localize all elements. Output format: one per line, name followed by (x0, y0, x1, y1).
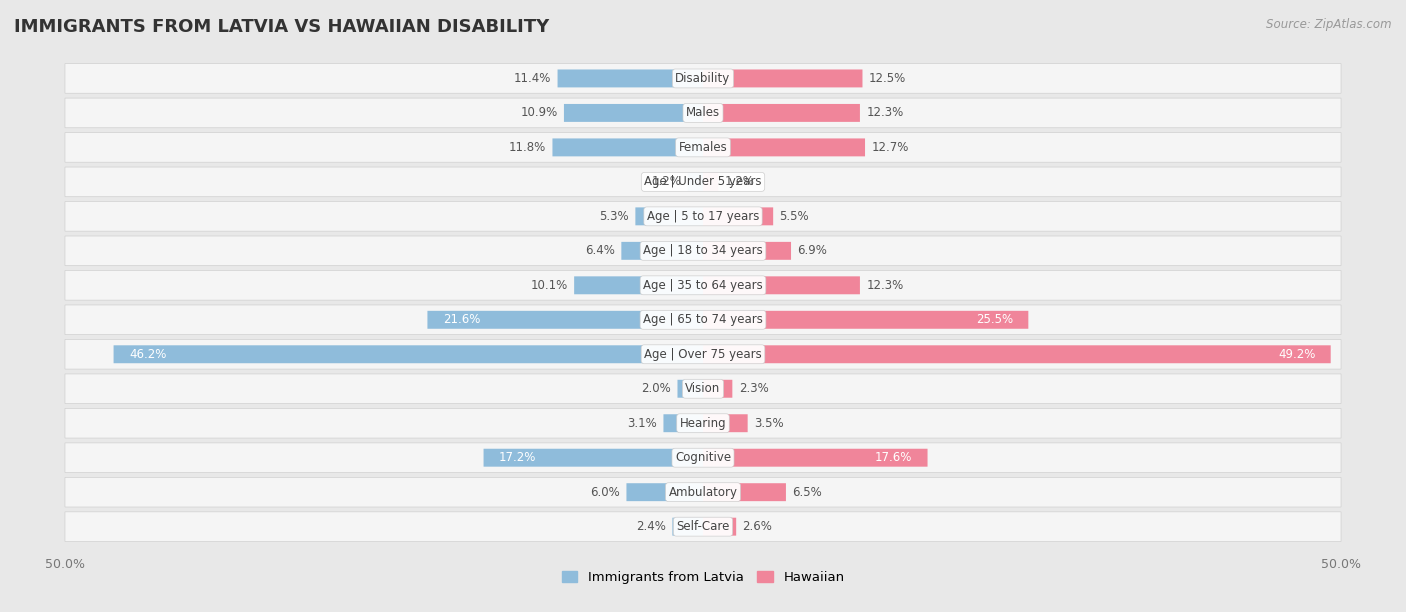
FancyBboxPatch shape (678, 380, 703, 398)
FancyBboxPatch shape (65, 408, 1341, 438)
Text: 10.9%: 10.9% (520, 106, 558, 119)
FancyBboxPatch shape (703, 242, 792, 260)
Text: 17.6%: 17.6% (875, 451, 912, 465)
Text: 1.2%: 1.2% (724, 176, 755, 188)
Text: Vision: Vision (685, 382, 721, 395)
FancyBboxPatch shape (703, 380, 733, 398)
FancyBboxPatch shape (703, 449, 928, 467)
Text: Age | 65 to 74 years: Age | 65 to 74 years (643, 313, 763, 326)
Text: 6.9%: 6.9% (797, 244, 827, 257)
Text: Self-Care: Self-Care (676, 520, 730, 533)
FancyBboxPatch shape (688, 173, 703, 191)
FancyBboxPatch shape (672, 518, 703, 536)
FancyBboxPatch shape (484, 449, 703, 467)
Text: 21.6%: 21.6% (443, 313, 479, 326)
Text: Males: Males (686, 106, 720, 119)
FancyBboxPatch shape (65, 305, 1341, 335)
FancyBboxPatch shape (65, 236, 1341, 266)
FancyBboxPatch shape (65, 133, 1341, 162)
Text: 11.8%: 11.8% (509, 141, 546, 154)
FancyBboxPatch shape (703, 104, 860, 122)
FancyBboxPatch shape (114, 345, 703, 364)
FancyBboxPatch shape (703, 70, 862, 88)
Text: 12.3%: 12.3% (866, 279, 904, 292)
Legend: Immigrants from Latvia, Hawaiian: Immigrants from Latvia, Hawaiian (558, 567, 848, 588)
Text: Age | 18 to 34 years: Age | 18 to 34 years (643, 244, 763, 257)
Text: 6.0%: 6.0% (591, 486, 620, 499)
Text: 12.5%: 12.5% (869, 72, 905, 85)
FancyBboxPatch shape (553, 138, 703, 156)
Text: 49.2%: 49.2% (1278, 348, 1316, 360)
Text: Age | 35 to 64 years: Age | 35 to 64 years (643, 279, 763, 292)
Text: 2.3%: 2.3% (738, 382, 769, 395)
Text: 5.5%: 5.5% (779, 210, 810, 223)
FancyBboxPatch shape (65, 167, 1341, 196)
Text: IMMIGRANTS FROM LATVIA VS HAWAIIAN DISABILITY: IMMIGRANTS FROM LATVIA VS HAWAIIAN DISAB… (14, 18, 550, 36)
Text: Disability: Disability (675, 72, 731, 85)
FancyBboxPatch shape (65, 201, 1341, 231)
FancyBboxPatch shape (574, 277, 703, 294)
FancyBboxPatch shape (65, 512, 1341, 542)
Text: 10.1%: 10.1% (530, 279, 568, 292)
Text: Age | 5 to 17 years: Age | 5 to 17 years (647, 210, 759, 223)
FancyBboxPatch shape (65, 477, 1341, 507)
FancyBboxPatch shape (636, 207, 703, 225)
Text: 5.3%: 5.3% (599, 210, 628, 223)
Text: 6.4%: 6.4% (585, 244, 614, 257)
FancyBboxPatch shape (65, 98, 1341, 128)
Text: 17.2%: 17.2% (499, 451, 536, 465)
FancyBboxPatch shape (65, 340, 1341, 369)
Text: 1.2%: 1.2% (651, 176, 682, 188)
FancyBboxPatch shape (65, 443, 1341, 472)
FancyBboxPatch shape (621, 242, 703, 260)
Text: Age | Over 75 years: Age | Over 75 years (644, 348, 762, 360)
Text: 11.4%: 11.4% (513, 72, 551, 85)
Text: 2.4%: 2.4% (636, 520, 666, 533)
FancyBboxPatch shape (564, 104, 703, 122)
FancyBboxPatch shape (703, 518, 737, 536)
FancyBboxPatch shape (703, 173, 718, 191)
FancyBboxPatch shape (65, 271, 1341, 300)
Text: Females: Females (679, 141, 727, 154)
FancyBboxPatch shape (558, 70, 703, 88)
Text: Source: ZipAtlas.com: Source: ZipAtlas.com (1267, 18, 1392, 31)
FancyBboxPatch shape (703, 207, 773, 225)
Text: 12.7%: 12.7% (872, 141, 908, 154)
FancyBboxPatch shape (664, 414, 703, 432)
Text: Cognitive: Cognitive (675, 451, 731, 465)
Text: 6.5%: 6.5% (793, 486, 823, 499)
Text: 2.6%: 2.6% (742, 520, 772, 533)
FancyBboxPatch shape (703, 414, 748, 432)
Text: 46.2%: 46.2% (129, 348, 166, 360)
FancyBboxPatch shape (703, 277, 860, 294)
FancyBboxPatch shape (703, 311, 1028, 329)
FancyBboxPatch shape (65, 374, 1341, 403)
FancyBboxPatch shape (703, 345, 1330, 364)
FancyBboxPatch shape (427, 311, 703, 329)
FancyBboxPatch shape (627, 483, 703, 501)
FancyBboxPatch shape (703, 483, 786, 501)
FancyBboxPatch shape (703, 138, 865, 156)
Text: Ambulatory: Ambulatory (668, 486, 738, 499)
Text: 3.5%: 3.5% (754, 417, 783, 430)
Text: 3.1%: 3.1% (627, 417, 657, 430)
Text: Hearing: Hearing (679, 417, 727, 430)
Text: Age | Under 5 years: Age | Under 5 years (644, 176, 762, 188)
FancyBboxPatch shape (65, 64, 1341, 93)
Text: 12.3%: 12.3% (866, 106, 904, 119)
Text: 2.0%: 2.0% (641, 382, 671, 395)
Text: 25.5%: 25.5% (976, 313, 1012, 326)
